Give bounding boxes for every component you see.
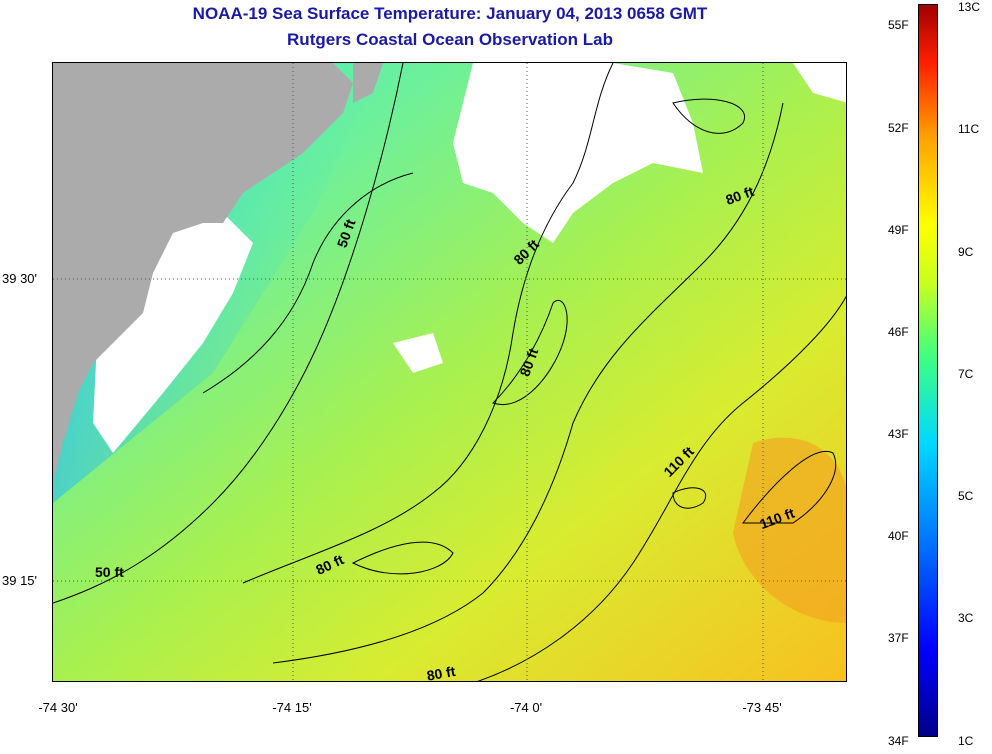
map-subtitle: Rutgers Coastal Ocean Observation Lab (287, 30, 613, 49)
colorbar-f-label: 55F (888, 18, 909, 32)
contour-line (477, 295, 846, 681)
contour-line (272, 102, 784, 664)
contour-line (672, 487, 706, 509)
colorbar-c-label: 5C (958, 489, 974, 503)
colorbar-c-label: 1C (958, 734, 974, 748)
contour-line (351, 541, 454, 575)
colorbar-f-label: 49F (888, 223, 909, 237)
lat-tick-label: 39 30' (2, 271, 38, 286)
temperature-colorbar (918, 4, 938, 737)
lon-tick-label: -73 45' (742, 700, 782, 715)
lon-tick-label: -74 0' (509, 700, 543, 715)
land-mass (53, 63, 353, 483)
contour-line (242, 63, 614, 584)
colorbar-f-label: 52F (888, 121, 909, 135)
colorbar-c-label: 13C (958, 0, 981, 14)
cloud-mask (453, 63, 703, 243)
lon-tick-label: -74 15' (272, 700, 312, 715)
contour-label: 50 ft (95, 564, 124, 580)
colorbar-c-label: 3C (958, 611, 974, 625)
sst-map: 50 ft 80 ft 80 ft 80 ft 110 ft 110 ft 50… (52, 62, 847, 682)
warm-water-patch (733, 437, 846, 623)
cloud-mask (393, 333, 443, 373)
lon-tick-label: -74 30' (38, 700, 78, 715)
contour-label: 80 ft (426, 663, 457, 682)
cloud-mask (793, 63, 846, 103)
map-title: NOAA-19 Sea Surface Temperature: January… (192, 4, 708, 23)
contour-line (202, 172, 414, 394)
land-mass (353, 63, 383, 103)
colorbar-c-label: 9C (958, 245, 974, 259)
contour-line (492, 300, 568, 406)
colorbar-f-label: 40F (888, 529, 909, 543)
colorbar-f-label: 43F (888, 427, 909, 441)
contour-line (53, 63, 404, 604)
lat-tick-label: 39 15' (2, 573, 38, 588)
colorbar-f-label: 34F (888, 734, 909, 748)
contour-line (741, 451, 837, 524)
colorbar-f-label: 37F (888, 631, 909, 645)
contour-line (672, 98, 746, 134)
colorbar-c-label: 7C (958, 367, 974, 381)
colorbar-c-label: 11C (958, 122, 980, 136)
colorbar-f-label: 46F (888, 325, 909, 339)
